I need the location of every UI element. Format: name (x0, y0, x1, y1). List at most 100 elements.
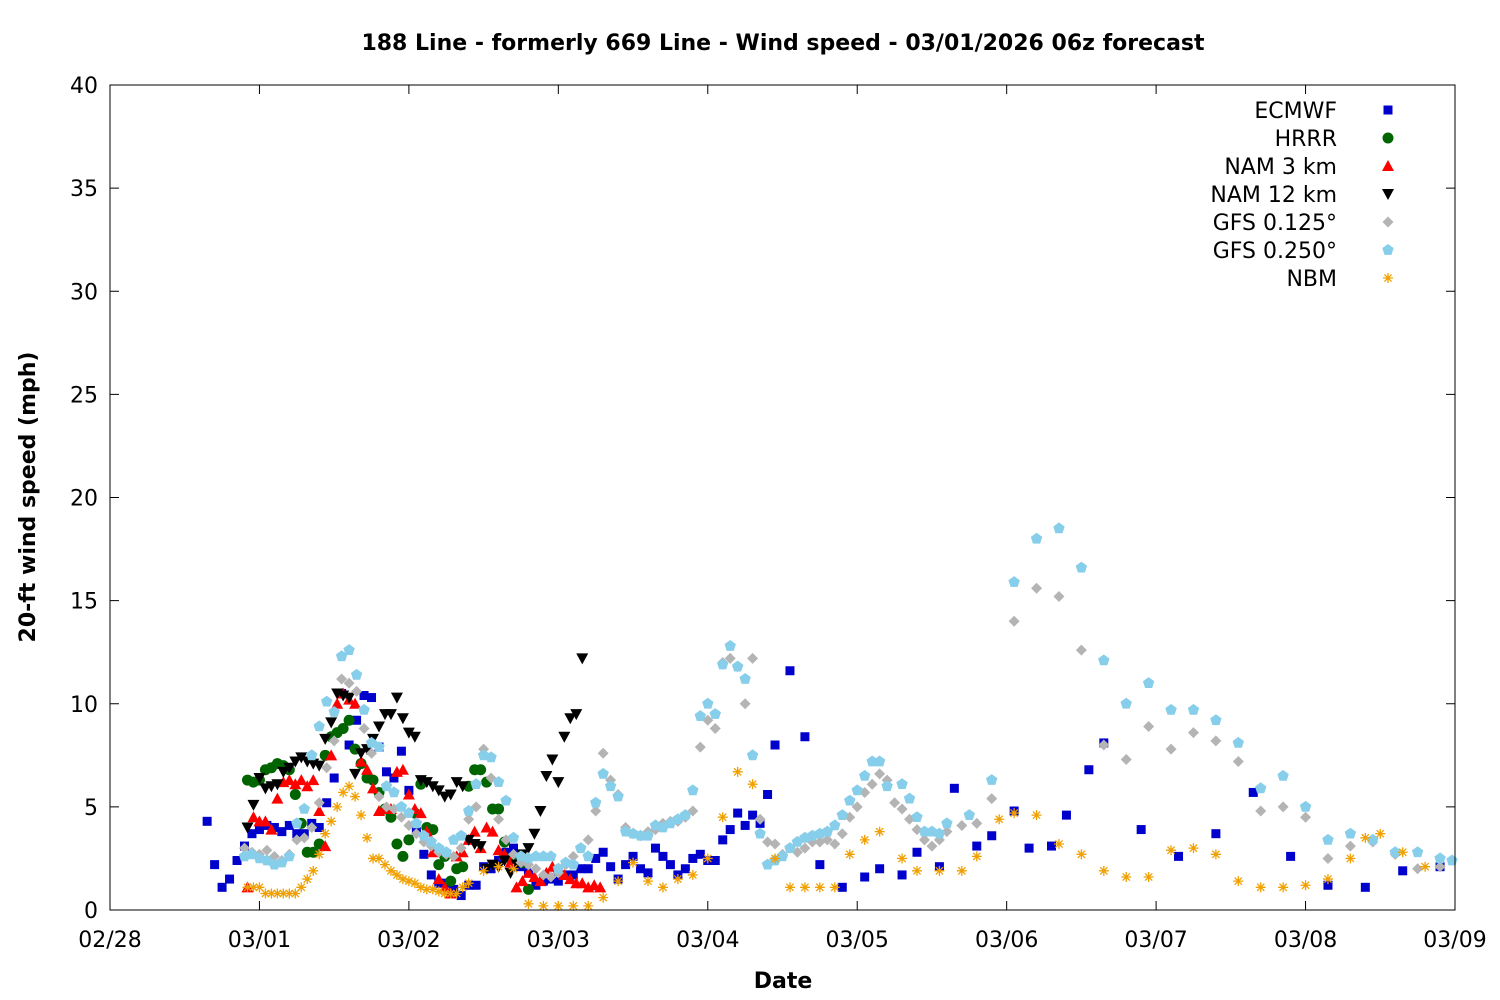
data-point-nam-3-km (283, 774, 296, 786)
data-point-ecmwf (1211, 829, 1221, 839)
data-point-ecmwf (322, 798, 332, 808)
data-point-ecmwf (1248, 787, 1258, 797)
data-point-nam-12-km (343, 692, 356, 704)
data-point-nam-3-km (271, 792, 284, 804)
data-point-ecmwf (359, 691, 369, 700)
x-tick-label: 03/07 (1124, 928, 1187, 953)
data-point-gfs-0-250 (440, 846, 452, 858)
data-point-ecmwf (1360, 882, 1370, 892)
data-point-nam-12-km (313, 760, 326, 772)
data-point-nbm (457, 882, 468, 893)
data-point-gfs-0-250 (612, 790, 624, 802)
data-point-nam-12-km (283, 762, 296, 774)
data-point-hrrr (307, 846, 319, 858)
data-point-gfs-0-125 (1031, 582, 1043, 594)
data-point-nbm (326, 816, 337, 827)
data-point-gfs-0-250 (298, 802, 310, 814)
data-point-nbm (784, 882, 795, 893)
data-point-gfs-0-125 (986, 793, 998, 805)
data-point-gfs-0-125 (1053, 591, 1065, 602)
data-point-ecmwf (1174, 851, 1184, 861)
data-point-nbm (314, 849, 325, 860)
data-point-ecmwf (284, 820, 294, 830)
data-point-nbm (385, 865, 396, 876)
data-point-gfs-0-250 (1075, 561, 1088, 573)
data-point-gfs-0-250 (530, 850, 542, 862)
data-point-gfs-0-125 (448, 850, 460, 862)
data-point-nbm (463, 878, 474, 889)
data-point-nam-3-km (349, 697, 362, 709)
data-point-gfs-0-250 (821, 825, 833, 837)
data-point-nbm (272, 888, 283, 899)
series-gfs-0-250 (238, 522, 1458, 874)
data-point-gfs-0-125 (306, 822, 318, 833)
legend-label-hrrr: HRRR (1275, 127, 1337, 152)
data-point-nbm (971, 851, 982, 862)
data-point-ecmwf (897, 870, 907, 880)
data-point-nam-3-km (295, 774, 308, 786)
data-point-nbm (598, 892, 609, 903)
data-point-nam-12-km (349, 768, 362, 780)
data-point-nam-3-km (319, 840, 332, 852)
data-point-hrrr (397, 850, 409, 862)
data-point-nam-3-km (486, 825, 499, 837)
data-point-gfs-0-250 (1299, 800, 1312, 812)
data-point-gfs-0-250 (350, 668, 363, 680)
data-point-gfs-0-250 (321, 695, 333, 707)
data-point-ecmwf (688, 853, 698, 863)
data-point-ecmwf (740, 820, 750, 830)
data-point-nbm (1076, 849, 1087, 860)
data-point-gfs-0-125 (597, 747, 609, 759)
data-point-gfs-0-125 (395, 811, 407, 823)
data-point-nam-12-km (289, 756, 302, 768)
data-point-gfs-0-125 (724, 652, 736, 664)
data-point-gfs-0-250 (724, 640, 736, 651)
data-point-gfs-0-250 (717, 658, 729, 670)
data-point-gfs-0-250 (1322, 833, 1334, 845)
data-point-ecmwf (486, 864, 496, 874)
data-point-nbm (284, 888, 295, 899)
data-point-ecmwf (875, 864, 885, 874)
data-point-gfs-0-250 (1389, 846, 1401, 858)
x-tick-label: 02/28 (78, 928, 141, 953)
data-point-gfs-0-250 (746, 749, 759, 761)
data-point-ecmwf (367, 693, 377, 703)
data-point-hrrr (289, 789, 301, 800)
data-point-nam-3-km (355, 755, 368, 767)
data-point-nbm (374, 853, 384, 864)
data-point-gfs-0-125 (926, 840, 938, 852)
data-point-gfs-0-250 (709, 708, 721, 719)
data-point-ecmwf (1398, 866, 1408, 876)
data-point-nbm (445, 888, 456, 899)
data-point-gfs-0-125 (739, 698, 751, 710)
data-point-ecmwf (733, 808, 743, 818)
data-point-nbm (254, 882, 265, 893)
data-point-gfs-0-250 (732, 660, 744, 672)
data-point-ecmwf (576, 864, 586, 874)
x-axis-label: Date (754, 969, 813, 994)
data-point-ecmwf (606, 862, 616, 872)
data-point-nam-12-km (552, 777, 565, 789)
data-point-nam-12-km (474, 841, 487, 853)
data-point-gfs-0-250 (911, 811, 923, 822)
series-nam-12-km (241, 653, 589, 879)
legend-marker-nam-12-km (1382, 189, 1394, 200)
data-point-gfs-0-125 (455, 842, 467, 854)
data-point-ecmwf (1286, 851, 1296, 861)
data-point-ecmwf (1136, 825, 1146, 835)
data-point-gfs-0-125 (1322, 852, 1334, 864)
y-tick-label: 30 (70, 280, 98, 305)
data-point-gfs-0-125 (896, 803, 908, 815)
data-point-gfs-0-250 (679, 809, 692, 820)
data-point-nbm (302, 874, 313, 885)
data-point-gfs-0-250 (463, 805, 475, 816)
data-point-nam-3-km (289, 778, 302, 790)
data-point-gfs-0-125 (889, 797, 901, 809)
data-point-gfs-0-125 (336, 673, 348, 685)
data-point-nbm (523, 898, 534, 909)
data-point-gfs-0-250 (1030, 532, 1043, 544)
data-point-nbm (1360, 832, 1371, 843)
data-point-nam-3-km (367, 782, 380, 794)
data-point-gfs-0-125 (702, 714, 714, 726)
x-tick-label: 03/06 (975, 928, 1038, 953)
